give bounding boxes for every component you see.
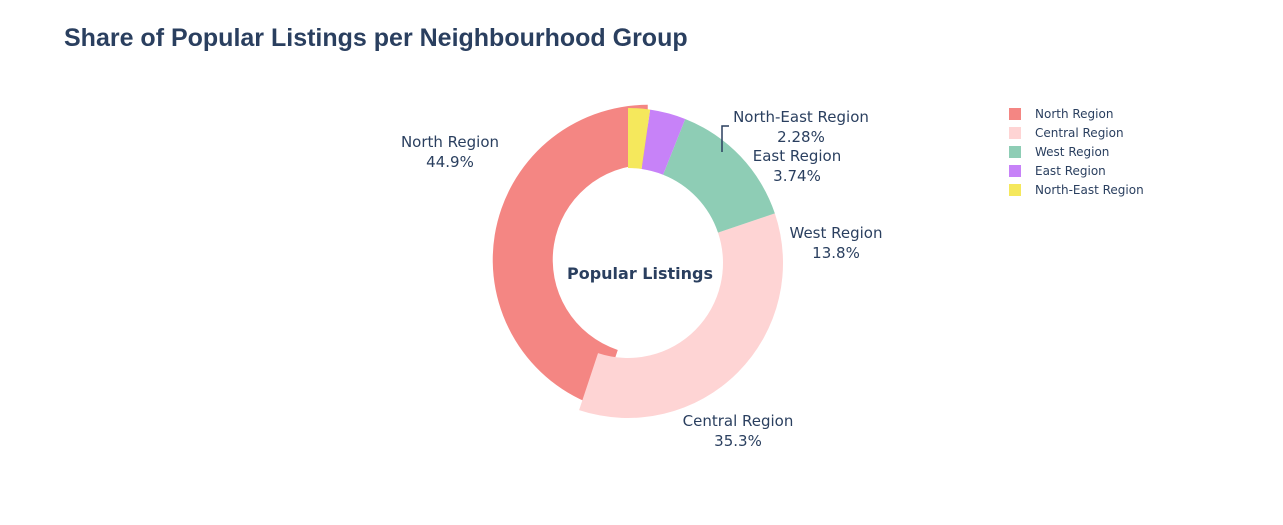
slice-label-name: North Region — [401, 133, 499, 151]
slice-label-name: North-East Region — [733, 108, 869, 126]
leader-line — [721, 125, 729, 152]
legend-swatch[interactable] — [1009, 165, 1021, 177]
labels-layer: North Region 44.9% Central Region 35.3% West… — [401, 108, 883, 450]
slice-west-region — [663, 118, 775, 233]
legend-item-label[interactable]: Central Region — [1035, 126, 1124, 140]
legend: North Region Central Region West Region Eas… — [1009, 107, 1144, 197]
slice-label-percent: 35.3% — [714, 432, 762, 450]
center-label: Popular Listings — [567, 264, 713, 283]
legend-item-label[interactable]: North-East Region — [1035, 183, 1144, 197]
slice-label-percent: 44.9% — [426, 153, 474, 171]
legend-swatch[interactable] — [1009, 108, 1021, 120]
slices-layer — [492, 104, 783, 418]
legend-item-label[interactable]: North Region — [1035, 107, 1113, 121]
slice-label-percent: 2.28% — [777, 128, 825, 146]
slice-north-region — [492, 104, 648, 407]
slice-east-region — [641, 109, 686, 175]
legend-item-label[interactable]: West Region — [1035, 145, 1109, 159]
slice-label-name: Central Region — [683, 412, 794, 430]
chart-title: Share of Popular Listings per Neighbourh… — [64, 24, 688, 52]
slice-label-name: East Region — [753, 147, 841, 165]
slice-north-east-region — [628, 108, 651, 169]
legend-swatch[interactable] — [1009, 127, 1021, 139]
slice-central-region — [579, 213, 783, 418]
slice-label-percent: 3.74% — [773, 167, 821, 185]
slice-label-percent: 13.8% — [812, 244, 860, 262]
legend-item-label[interactable]: East Region — [1035, 164, 1106, 178]
legend-swatch[interactable] — [1009, 146, 1021, 158]
slice-label-name: West Region — [790, 224, 883, 242]
legend-swatch[interactable] — [1009, 184, 1021, 196]
